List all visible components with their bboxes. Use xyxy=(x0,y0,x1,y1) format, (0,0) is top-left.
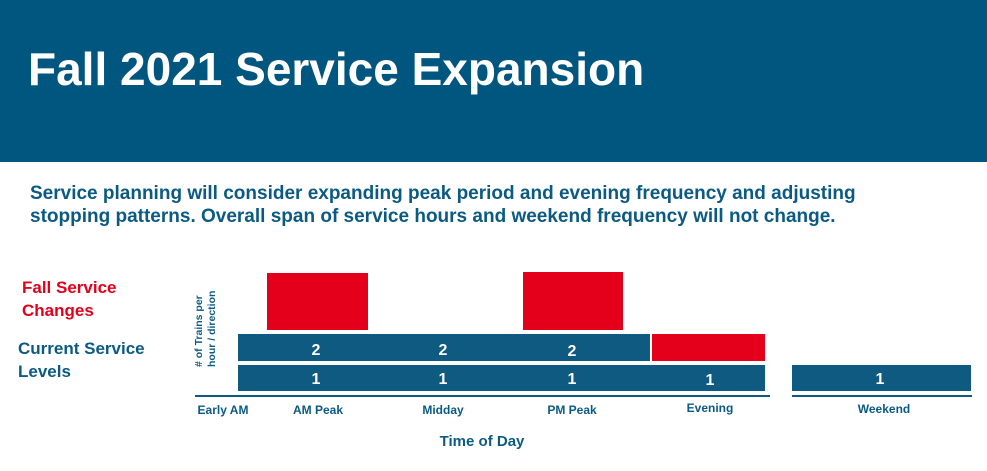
legend-current: Levels xyxy=(18,362,71,381)
header-band xyxy=(0,0,987,162)
level-value: 1 xyxy=(876,371,885,388)
change-block xyxy=(652,334,765,361)
change-block xyxy=(267,273,368,330)
change-block xyxy=(523,272,623,330)
legend-changes: Changes xyxy=(22,301,94,320)
legend-changes: Fall Service xyxy=(22,278,117,297)
category: AM Peak xyxy=(293,403,343,417)
level-value: 2 xyxy=(312,342,321,359)
level-1-block xyxy=(238,365,765,391)
category: Evening xyxy=(687,401,734,415)
category: PM Peak xyxy=(547,403,597,417)
level-value: 1 xyxy=(568,371,577,388)
weekend-block xyxy=(792,365,971,391)
legend-current: Current Service xyxy=(18,339,145,358)
category: Midday xyxy=(422,403,464,417)
level-value: 1 xyxy=(706,372,715,389)
level-value: 2 xyxy=(568,343,577,360)
body-line: Service planning will consider expanding… xyxy=(30,183,856,204)
level-2-block xyxy=(238,334,650,361)
level-value: 1 xyxy=(439,371,448,388)
level-value: 2 xyxy=(439,342,448,359)
title: Fall 2021 Service Expansion xyxy=(28,43,644,95)
category: Weekend xyxy=(858,402,910,416)
y-label: # of Trains per xyxy=(193,295,205,367)
y-label: hour / direction xyxy=(206,291,218,367)
category: Early AM xyxy=(198,403,249,417)
x-label: Time of Day xyxy=(440,433,525,450)
body-line: stopping patterns. Overall span of servi… xyxy=(30,206,836,227)
level-value: 1 xyxy=(312,371,321,388)
